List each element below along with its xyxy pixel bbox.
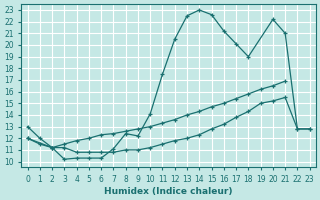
X-axis label: Humidex (Indice chaleur): Humidex (Indice chaleur) bbox=[104, 187, 233, 196]
